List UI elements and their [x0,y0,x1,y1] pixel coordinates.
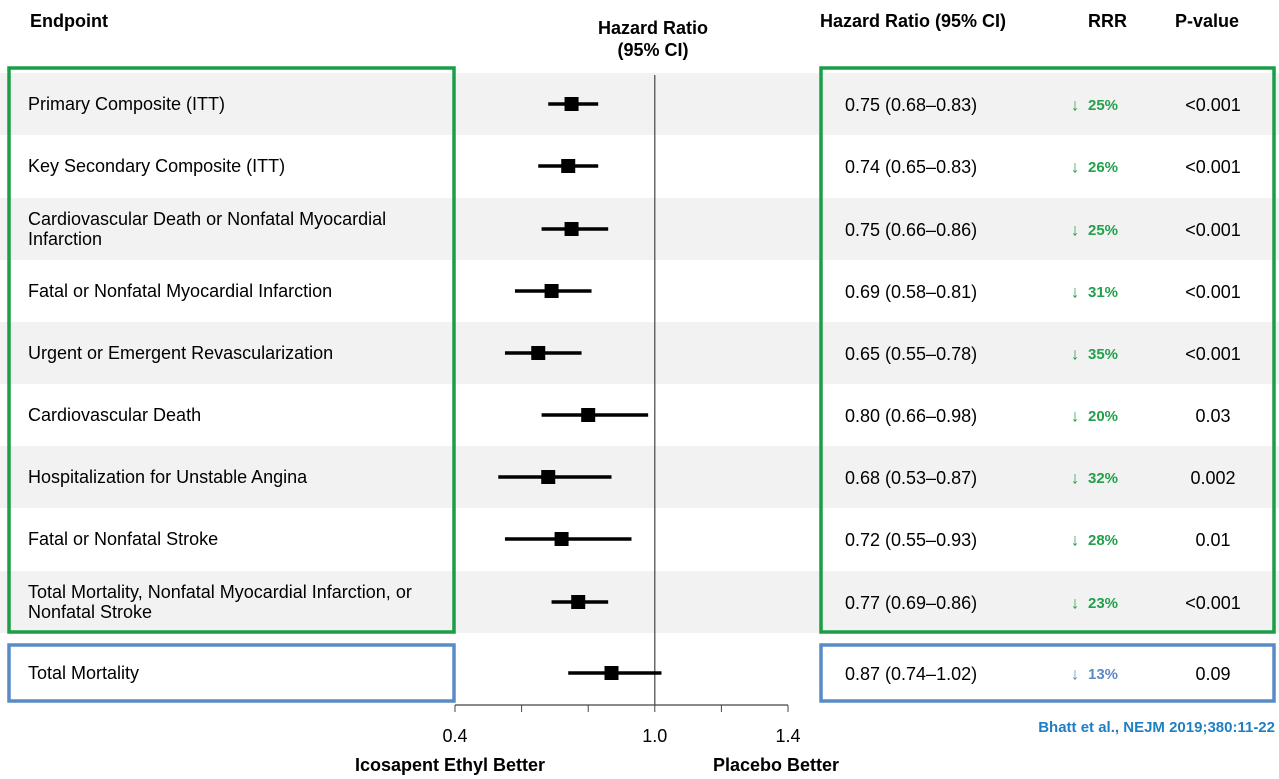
endpoint-label: Total Mortality [28,663,140,683]
rrr-label: 35% [1088,346,1118,363]
rrr-label: 25% [1088,97,1118,114]
rrr-label: 31% [1088,284,1118,301]
p-value: 0.03 [1195,406,1230,426]
ci-label: 0.75 (0.68–0.83) [845,95,977,115]
rrr-label: 26% [1088,159,1118,176]
rrr-header: RRR [1088,11,1127,31]
hr-marker [564,222,579,236]
plot-header: Hazard Ratio (95% CI) [597,18,709,60]
rrr-label: 20% [1088,408,1118,425]
hr-marker [604,666,619,680]
rrr-arrow: ↓ [1071,468,1080,487]
row-band [0,571,1279,633]
p-value: <0.001 [1185,95,1241,115]
x-label-right: Placebo Better [713,755,839,775]
rrr-label: 32% [1088,470,1118,487]
hr-marker [541,470,556,484]
citation: Bhatt et al., NEJM 2019;380:11-22 [1038,719,1275,736]
rrr-arrow: ↓ [1071,282,1080,301]
x-tick-label: 1.0 [642,726,667,746]
p-value: <0.001 [1185,344,1241,364]
endpoint-label: Total Mortality, Nonfatal Myocardial Inf… [28,582,412,622]
endpoint-label: Hospitalization for Unstable Angina [28,467,308,487]
x-label-left: Icosapent Ethyl Better [355,755,545,775]
group-box [819,66,1276,634]
row-band [0,73,1279,135]
row-band [0,198,1279,260]
rrr-arrow: ↓ [1071,95,1080,114]
hr-marker [544,284,559,298]
ci-label: 0.87 (0.74–1.02) [845,664,977,684]
rrr-arrow: ↓ [1071,220,1080,239]
hr-marker [571,595,586,609]
p-value: 0.01 [1195,530,1230,550]
rrr-arrow: ↓ [1071,344,1080,363]
rrr-arrow: ↓ [1071,530,1080,549]
rrr-label: 25% [1088,222,1118,239]
hr-marker [561,159,576,173]
p-value: 0.002 [1190,468,1235,488]
ci-label: 0.69 (0.58–0.81) [845,282,977,302]
x-tick-label: 0.4 [442,726,467,746]
ci-label: 0.75 (0.66–0.86) [845,220,977,240]
ci-label: 0.72 (0.55–0.93) [845,530,977,550]
hr-marker [554,532,569,546]
p-header: P-value [1175,11,1240,31]
rrr-arrow: ↓ [1071,406,1080,425]
rrr-label: 28% [1088,532,1118,549]
hr-marker [531,346,546,360]
rrr-arrow: ↓ [1071,593,1080,612]
ci-label: 0.80 (0.66–0.98) [845,406,977,426]
endpoint-header: Endpoint [30,11,108,31]
x-tick-label: 1.4 [775,726,800,746]
hr-marker [564,97,579,111]
row-band [0,322,1279,384]
endpoint-label: Primary Composite (ITT) [28,94,226,114]
group-box [7,643,456,703]
group-box [819,643,1276,703]
p-value: 0.09 [1195,664,1230,684]
p-value: <0.001 [1185,282,1241,302]
ci-header: Hazard Ratio (95% CI) [820,11,1007,31]
endpoint-label: Cardiovascular Death or Nonfatal Myocard… [28,209,387,249]
rrr-arrow: ↓ [1071,664,1080,683]
endpoint-label: Cardiovascular Death [28,405,202,425]
row-band [0,446,1279,508]
endpoint-label: Fatal or Nonfatal Stroke [28,529,219,549]
rrr-label: 13% [1088,666,1118,683]
endpoint-label: Fatal or Nonfatal Myocardial Infarction [28,281,333,301]
ci-label: 0.68 (0.53–0.87) [845,468,977,488]
endpoint-label: Urgent or Emergent Revascularization [28,343,334,363]
ci-label: 0.65 (0.55–0.78) [845,344,977,364]
ci-label: 0.77 (0.69–0.86) [845,593,977,613]
hr-marker [581,408,596,422]
p-value: <0.001 [1185,157,1241,177]
endpoint-label: Key Secondary Composite (ITT) [28,156,286,176]
rrr-label: 23% [1088,595,1118,612]
p-value: <0.001 [1185,593,1241,613]
p-value: <0.001 [1185,220,1241,240]
ci-label: 0.74 (0.65–0.83) [845,157,977,177]
group-box [7,66,456,634]
rrr-arrow: ↓ [1071,157,1080,176]
